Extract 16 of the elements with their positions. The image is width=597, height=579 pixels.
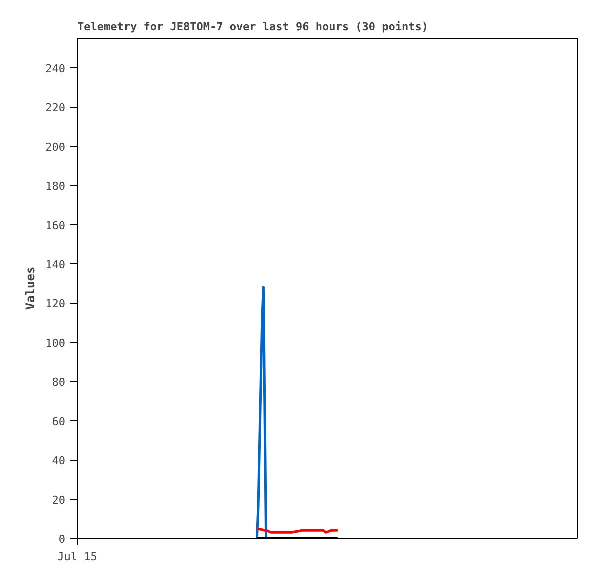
y-tick-label: 240: [46, 62, 66, 76]
y-tick-label: 220: [46, 102, 66, 115]
y-tick-label: 200: [46, 140, 66, 154]
y-tick-label: 160: [46, 219, 66, 232]
y-tick-label: 120: [46, 298, 66, 311]
y-tick-label: 180: [46, 180, 66, 194]
x-tick-label: Jul 15: [58, 550, 98, 564]
y-tick-label: 80: [52, 376, 66, 390]
y-tick-label: 40: [52, 454, 66, 468]
chart-title: Telemetry for JE8TOM-7 over last 96 hours (30 points): [78, 20, 428, 34]
y-tick-label: 60: [52, 415, 66, 428]
y-tick-label: 140: [46, 258, 66, 272]
y-axis-title: Values: [24, 266, 38, 310]
y-tick-label: 100: [46, 336, 66, 350]
y-tick-label: 0: [58, 533, 66, 546]
y-tick-label: 20: [52, 494, 66, 507]
